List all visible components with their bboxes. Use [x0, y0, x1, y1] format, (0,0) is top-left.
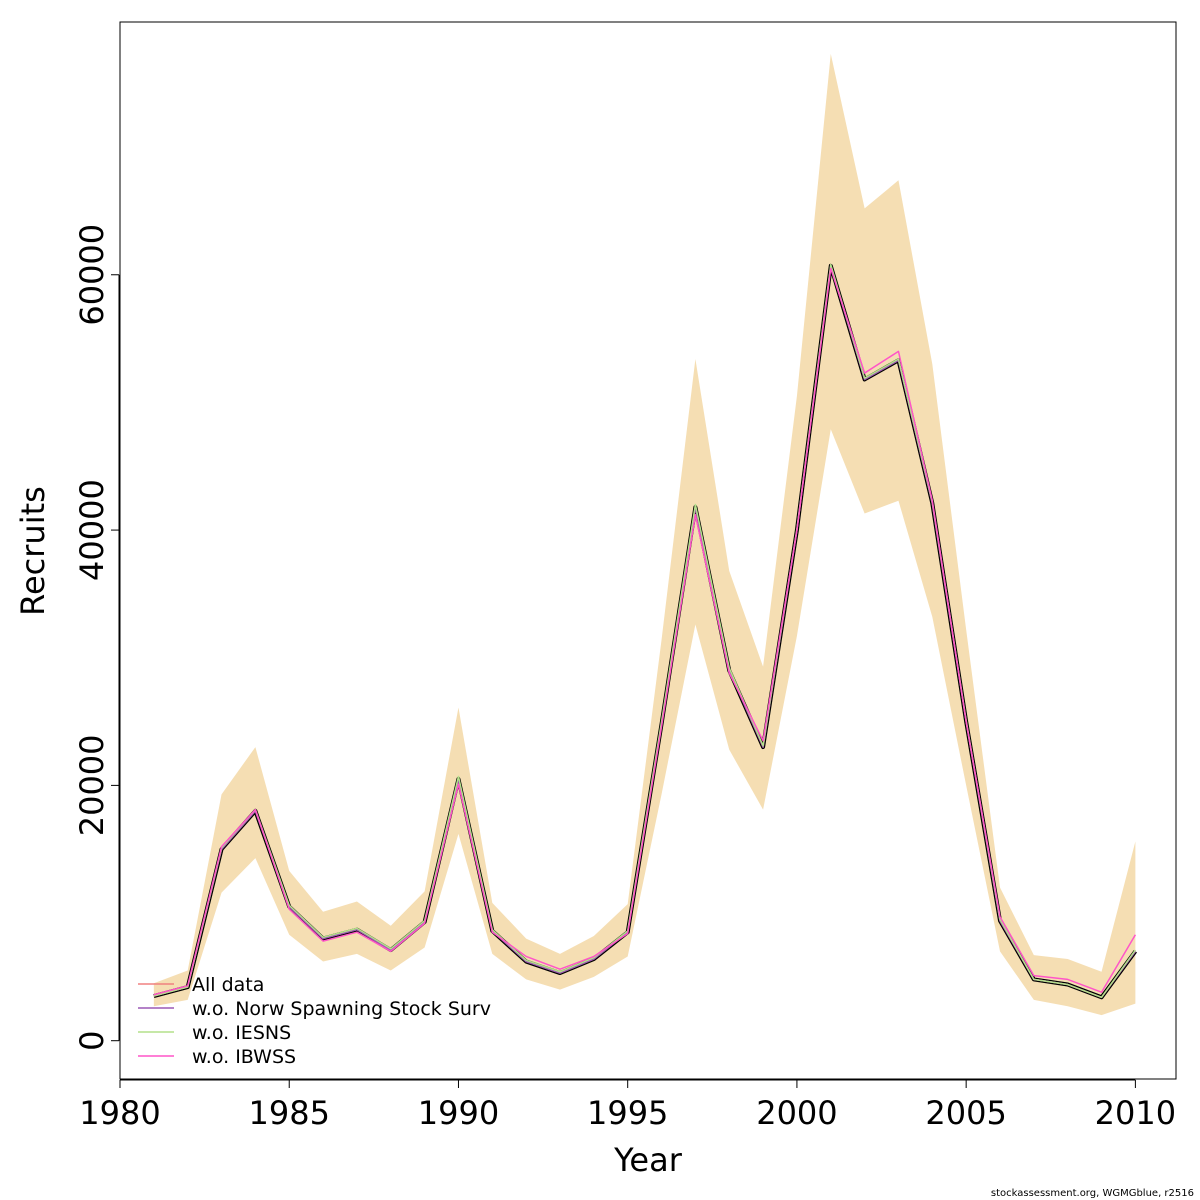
axes-layer: 1980 1985 1990 1995 2000 2005 2010 0 20000 40000 6…: [73, 224, 1176, 1132]
plot-frame: [119, 21, 1177, 1080]
series-line-4: [153, 267, 1137, 996]
x-tick-label: 1980: [79, 1094, 160, 1132]
x-axis-title: Year: [613, 1141, 683, 1179]
y-tick-label: 0: [73, 1031, 111, 1051]
y-axis-title: Recruits: [14, 486, 52, 616]
y-tick-label: 40000: [73, 479, 111, 581]
legend-label: w.o. IESNS: [192, 1022, 291, 1044]
footer-credit: stockassessment.org, WGMGblue, r2516: [991, 1188, 1194, 1199]
x-tick-label: 1985: [249, 1094, 330, 1132]
confidence-band-layer: [153, 53, 1136, 1016]
x-tick-label: 1990: [418, 1094, 499, 1132]
legend-label: w.o. Norw Spawning Stock Surv: [192, 998, 491, 1020]
series-lines-layer: [153, 263, 1137, 1000]
legend-label: All data: [192, 974, 264, 996]
x-tick-label: 2010: [1095, 1094, 1176, 1132]
y-tick-label: 60000: [73, 224, 111, 326]
x-tick-label: 2000: [756, 1094, 837, 1132]
x-tick-label: 2005: [925, 1094, 1006, 1132]
y-tick-label: 20000: [73, 734, 111, 836]
legend-label: w.o. IBWSS: [192, 1046, 296, 1068]
confidence-band: [153, 53, 1136, 1016]
x-tick-label: 1995: [587, 1094, 668, 1132]
